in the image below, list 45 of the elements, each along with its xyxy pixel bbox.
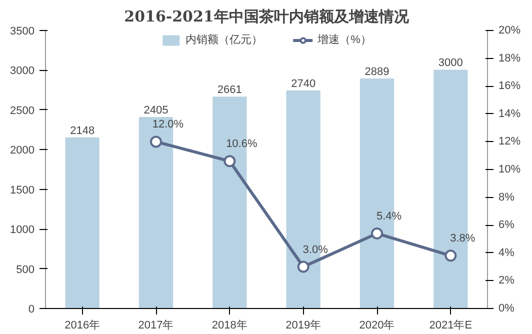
point bbox=[150, 136, 162, 148]
data-label: 2889 bbox=[364, 66, 390, 78]
y2-tick-label: 6% bbox=[498, 219, 515, 232]
y2-tick-label: 14% bbox=[498, 108, 521, 120]
legend-label: 增速（%） bbox=[318, 33, 372, 47]
y2-tick-label: 2% bbox=[498, 274, 515, 287]
legend-label: 内销额（亿元） bbox=[186, 32, 263, 47]
y-tick-label: 500 bbox=[16, 264, 35, 276]
point bbox=[371, 227, 383, 240]
y2-tick-label: 10% bbox=[498, 164, 521, 176]
y-tick-label: 1000 bbox=[10, 224, 35, 236]
x-tick-label: 2016年 bbox=[64, 320, 100, 332]
data-label: 10.6% bbox=[226, 138, 258, 150]
point bbox=[297, 260, 310, 273]
x-tick-label: 2020年 bbox=[359, 320, 395, 332]
data-label: 2740 bbox=[291, 78, 316, 90]
data-label: 12.0% bbox=[152, 118, 184, 131]
bar bbox=[65, 137, 100, 308]
y2-tick-label: 20% bbox=[498, 24, 521, 36]
y-tick-label: 1500 bbox=[10, 184, 35, 196]
data-label: 2405 bbox=[144, 104, 168, 116]
x-tick-label: 2017年 bbox=[138, 320, 174, 332]
data-label: 5.4% bbox=[376, 210, 402, 222]
y2-tick-label: 16% bbox=[498, 80, 521, 92]
y2-tick-label: 0% bbox=[498, 302, 515, 314]
x-tick-label: 2021年E bbox=[429, 320, 472, 332]
y-tick-label: 2500 bbox=[10, 104, 35, 117]
y-tick-label: 2000 bbox=[10, 144, 35, 157]
x-tick-label: 2018年 bbox=[212, 320, 248, 332]
y2-tick-label: 18% bbox=[498, 52, 521, 64]
y-tick-label: 0 bbox=[28, 304, 35, 316]
data-label: 3.0% bbox=[302, 244, 328, 256]
y2-tick-label: 12% bbox=[498, 136, 521, 148]
x-tick-label: 2019年 bbox=[286, 320, 322, 332]
y-tick-label: 3500 bbox=[10, 26, 35, 38]
y2-tick-label: 8% bbox=[498, 191, 515, 204]
chart-title: 2016-2021年中国茶叶内销额及增速情况 bbox=[124, 8, 410, 26]
point bbox=[224, 155, 236, 168]
data-label: 3.8% bbox=[450, 232, 476, 245]
data-label: 2148 bbox=[70, 124, 95, 137]
y-tick-label: 3000 bbox=[10, 65, 35, 78]
y2-tick-label: 4% bbox=[498, 246, 515, 259]
data-label: 2661 bbox=[217, 84, 242, 96]
point bbox=[444, 250, 457, 262]
data-label: 3000 bbox=[438, 57, 463, 70]
